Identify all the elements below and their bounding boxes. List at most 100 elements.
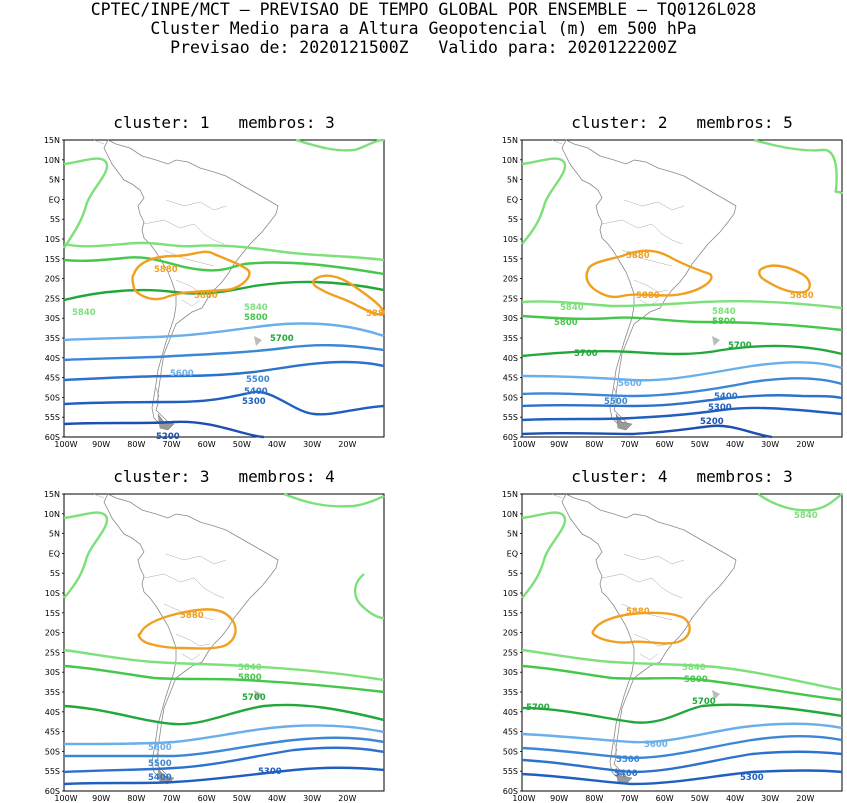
panel-3-lat-tick: 60S — [45, 787, 60, 796]
panel-4-contour-5700 — [521, 703, 843, 724]
panel-1-lon-tick: 100W — [54, 440, 77, 449]
panel-1-lat-tick: 25S — [45, 294, 60, 303]
panel-3-lon-tick: 30W — [303, 794, 321, 803]
panel-2-lat-tick: EQ — [507, 195, 518, 204]
panel-3-lat-tick: 20S — [45, 629, 60, 638]
panel-3-contour-5400 — [63, 746, 385, 774]
panel-2-label-5700a: 5700 — [574, 349, 598, 359]
panel-4-map: 5880 5840 5840 5800 5700 5700 5600 5500 … — [521, 493, 843, 792]
panel-3-label-5840: 5840 — [238, 663, 262, 673]
panel-2-lon-tick: 90W — [550, 440, 568, 449]
panel-1-lat-tick: 60S — [45, 433, 60, 442]
panel-2-lat-tick: 10N — [502, 156, 518, 165]
panel-1-contour-5840-ne — [295, 138, 385, 152]
panel-2-map: 5880 5880 5880 5840 5840 5800 5800 5700 … — [521, 138, 844, 439]
panel-3-label-5400: 5400 — [148, 773, 172, 783]
panel-4-lon-tick: 50W — [691, 794, 709, 803]
panel-4-label-5400: 5400 — [614, 769, 638, 779]
panel-4-lat-tick: 50S — [503, 747, 518, 756]
panel-4-lat-tick: 25S — [503, 648, 518, 657]
panel-1-lat-tick: 10N — [44, 156, 60, 165]
panel-2-contour-5700 — [521, 344, 843, 358]
panel-4-lat-tick: 10N — [502, 510, 518, 519]
panel-2-lat-tick: 50S — [503, 393, 518, 402]
panel-3-label-5600: 5600 — [148, 743, 172, 753]
panel-4-lat-tick: 45S — [503, 728, 518, 737]
panel-4-label-5600: 5600 — [644, 740, 668, 750]
panel-2-contour-5200 — [521, 424, 773, 439]
panel-4-lon-tick: 100W — [512, 794, 535, 803]
panel-4-lat-tick: 30S — [503, 668, 518, 677]
panel-2-lat-tick: 5N — [507, 176, 518, 185]
panel-2-lon-tick: 20W — [796, 440, 814, 449]
panel-1-label-5880b: 5880 — [194, 291, 218, 301]
panel-2-lon-tick: 60W — [656, 440, 674, 449]
panel-3-contour-5700 — [63, 703, 385, 726]
panel-4-label-5500: 5500 — [616, 755, 640, 765]
panel-2-title: cluster: 2 membros: 5 — [571, 113, 793, 132]
panel-3-lat-tick: 30S — [45, 668, 60, 677]
header-line-1: CPTEC/INPE/MCT – PREVISAO DE TEMPO GLOBA… — [90, 0, 757, 19]
panel-4-lat-tick: 15S — [503, 609, 518, 618]
panel-3-contour-5500 — [64, 736, 385, 758]
panel-2-lon-tick: 100W — [512, 440, 535, 449]
panel-2-label-5300: 5300 — [708, 403, 732, 413]
panel-2-lat-tick: 15N — [502, 136, 518, 145]
panel-3-lon-tick: 90W — [92, 794, 110, 803]
panel-4-lat-tick: 55S — [503, 767, 518, 776]
panel-3-lon-tick: 70W — [162, 794, 180, 803]
panel-1-lat-tick: 30S — [45, 314, 60, 323]
panel-2-contour-5880-east — [758, 264, 811, 294]
panel-1-contour-5880-east — [312, 274, 386, 316]
panel-3-label-5500: 5500 — [148, 759, 172, 769]
panel-1-contour-5800 — [63, 256, 385, 276]
panel-3-label-5800: 5800 — [238, 673, 262, 683]
panel-4-lon-tick: 20W — [796, 794, 814, 803]
panel-2-label-5880c: 5880 — [790, 291, 814, 301]
panel-2-label-5200: 5200 — [700, 417, 724, 427]
panel-4-label-5840b: 5840 — [794, 511, 818, 521]
panel-2-label-5800b: 5800 — [712, 317, 736, 327]
panel-1-lon-tick: 40W — [268, 440, 286, 449]
panel-1-label-5500: 5500 — [246, 375, 270, 385]
panel-3-contour-5840 — [63, 648, 385, 682]
panel-3-label-5700: 5700 — [242, 693, 266, 703]
panel-3-lat-tick: 25S — [45, 648, 60, 657]
panel-2-lat-tick: 20S — [503, 275, 518, 284]
panel-2-contour-5840 — [521, 300, 843, 310]
panel-4-label-5700a: 5700 — [526, 703, 550, 713]
panel-4-contour-5400 — [521, 750, 843, 774]
panel-1-contour-5200 — [63, 420, 265, 439]
panel-1-label-5840a: 5840 — [72, 308, 96, 318]
panel-4-contour-5800 — [521, 664, 843, 702]
panel-2-lat-tick: 45S — [503, 374, 518, 383]
panel-1-lat-tick: 15N — [44, 136, 60, 145]
header-line-3: Previsao de: 2020121500Z Valido para: 20… — [170, 38, 677, 57]
panel-3-contour-5800 — [63, 664, 385, 694]
panel-3-contour-5840-ne — [283, 492, 385, 508]
panel-1-label-5300: 5300 — [242, 397, 266, 407]
header-line-2: Cluster Medio para a Altura Geopotencial… — [150, 19, 697, 38]
panel-1-contour-5300 — [63, 390, 385, 416]
panel-1-label-5600: 5600 — [170, 369, 194, 379]
panel-2-contour-5600 — [521, 361, 843, 382]
panel-1-contour-5500 — [63, 344, 385, 362]
panel-1-label-5800: 5800 — [244, 313, 268, 323]
panel-4-lon-tick: 80W — [585, 794, 603, 803]
panel-3-lon-tick: 20W — [338, 794, 356, 803]
panel-1-lat-tick: 5S — [50, 215, 60, 224]
panel-3-lat-tick: 40S — [45, 708, 60, 717]
panel-2-lon-tick: 40W — [726, 440, 744, 449]
panel-1-lon-tick: 60W — [198, 440, 216, 449]
panel-4-contour-5500 — [521, 735, 843, 760]
panel-3-lat-tick: 5N — [49, 530, 60, 539]
panel-2-label-5800a: 5800 — [554, 318, 578, 328]
panel-4-label-5700b: 5700 — [692, 697, 716, 707]
panel-4-lat-tick: 5N — [507, 530, 518, 539]
panel-4-contour-5840-north — [521, 511, 567, 599]
panel-1-label-5700: 5700 — [270, 334, 294, 344]
panel-2-contour-5840-ne — [753, 138, 844, 195]
panel-2-lat-tick: 55S — [503, 413, 518, 422]
panel-1-map: 5880 5880 588 5840 5840 5800 5700 5600 5… — [63, 138, 386, 442]
panel-3-lon-tick: 80W — [127, 794, 145, 803]
